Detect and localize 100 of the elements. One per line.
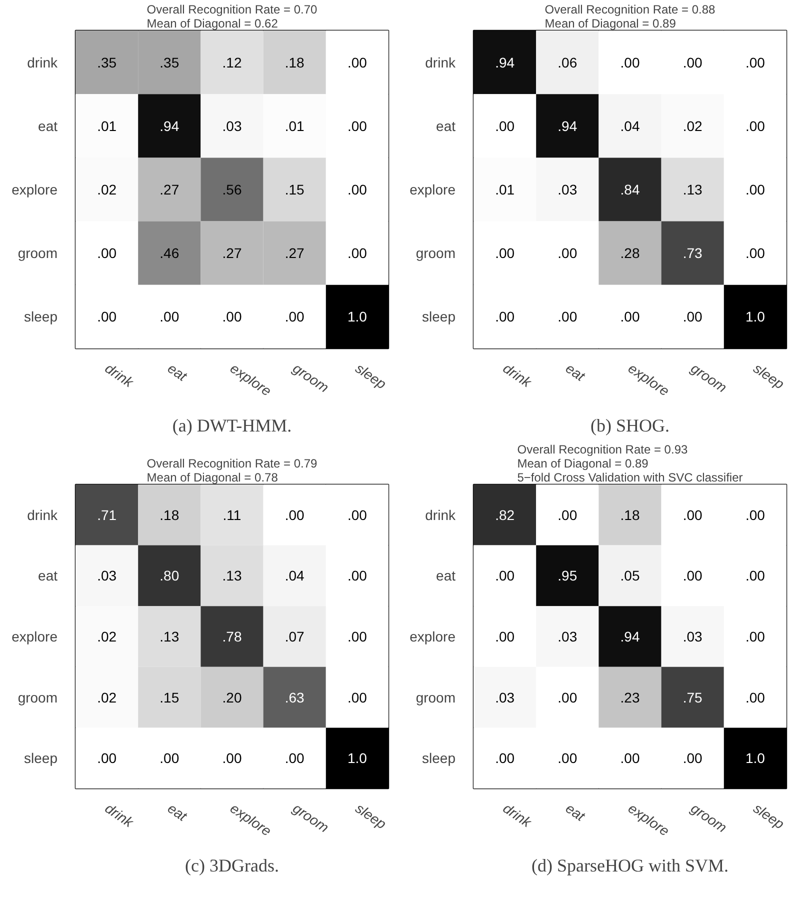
text: (a) DWT-HMM. <box>172 416 292 436</box>
y-tick-label: drink <box>425 54 456 70</box>
data-label: .00 <box>682 506 703 523</box>
data-label: .04 <box>284 568 305 584</box>
data-label: .03 <box>682 628 703 644</box>
y-tick-label: explore <box>410 628 456 644</box>
data-label: .00 <box>347 118 368 134</box>
y-tick-label: drink <box>27 54 58 70</box>
data-label: .23 <box>620 689 640 706</box>
data-label: .18 <box>284 54 305 70</box>
data-label: .00 <box>745 689 766 706</box>
y-tick-label: sleep <box>422 750 456 766</box>
data-label: .00 <box>495 628 515 644</box>
data-label: .00 <box>745 54 766 70</box>
data-label: .00 <box>347 506 368 523</box>
data-label: .00 <box>97 308 117 325</box>
data-label: .00 <box>97 750 117 766</box>
data-label: .63 <box>284 689 305 706</box>
data-label: .06 <box>558 54 578 70</box>
chart-title: Overall Recognition Rate = 0.88 Mean of Diagonal = 0.89 <box>544 2 716 30</box>
x-tick-label: drink <box>500 360 536 391</box>
data-label: .27 <box>222 245 242 262</box>
data-label: .94 <box>558 118 578 134</box>
data-label: .00 <box>160 750 180 766</box>
y-tick-label: groom <box>416 245 456 262</box>
x-tick-label: drink <box>102 360 138 391</box>
y-tick-label: drink <box>425 506 456 523</box>
chart-title: Overall Recognition Rate = 0.79 Mean of Diagonal = 0.78 <box>146 456 318 484</box>
data-label: .00 <box>347 689 368 706</box>
data-label: .03 <box>97 568 117 584</box>
data-label: .01 <box>97 118 117 134</box>
data-label: .00 <box>222 308 242 325</box>
data-label: .20 <box>222 689 242 706</box>
y-tick-label: eat <box>38 568 58 584</box>
data-label: .03 <box>558 628 578 644</box>
data-label: .04 <box>620 118 640 134</box>
data-label: .00 <box>682 308 703 325</box>
x-tick-label: sleep <box>750 800 788 832</box>
data-label: .11 <box>222 506 242 523</box>
data-label: 1.0 <box>347 750 368 766</box>
data-label: .00 <box>745 568 766 584</box>
data-label: .00 <box>745 628 766 644</box>
data-label: .18 <box>160 506 180 523</box>
data-label: .00 <box>347 568 368 584</box>
data-label: .56 <box>222 182 242 198</box>
data-label: 1.0 <box>745 308 766 325</box>
x-tick-label: sleep <box>352 800 390 832</box>
data-label: .00 <box>347 245 368 262</box>
data-label: .02 <box>682 118 703 134</box>
data-label: .00 <box>222 750 242 766</box>
y-tick-label: eat <box>436 568 456 584</box>
data-label: .00 <box>284 750 305 766</box>
data-label: .00 <box>558 506 578 523</box>
data-label: .35 <box>160 54 180 70</box>
data-label: .82 <box>495 506 515 523</box>
data-label: .35 <box>97 54 117 70</box>
y-tick-label: sleep <box>24 750 58 766</box>
x-tick-label: sleep <box>750 360 788 392</box>
y-tick-label: sleep <box>422 308 456 325</box>
data-label: .73 <box>682 245 703 262</box>
data-label: .00 <box>347 628 368 644</box>
data-label: .00 <box>682 568 703 584</box>
data-label: .00 <box>745 182 766 198</box>
data-label: .00 <box>745 245 766 262</box>
y-tick-label: groom <box>416 689 456 706</box>
data-label: .00 <box>284 308 305 325</box>
x-tick-label: sleep <box>352 360 390 392</box>
x-tick-label: drink <box>500 800 536 831</box>
data-label: .18 <box>620 506 640 523</box>
y-tick-label: explore <box>12 628 58 644</box>
y-tick-label: groom <box>18 245 58 262</box>
data-label: .00 <box>284 506 305 523</box>
y-tick-label: groom <box>18 689 58 706</box>
data-label: .94 <box>160 118 180 134</box>
y-tick-label: explore <box>410 182 456 198</box>
data-label: .00 <box>558 245 578 262</box>
data-label: .00 <box>682 750 703 766</box>
x-tick-label: eat <box>164 360 191 385</box>
data-label: .84 <box>620 182 640 198</box>
data-label: .12 <box>222 54 242 70</box>
data-label: 1.0 <box>745 750 766 766</box>
x-tick-label: eat <box>164 800 191 825</box>
data-label: .00 <box>745 118 766 134</box>
data-label: .46 <box>160 245 180 262</box>
data-label: .13 <box>160 628 180 644</box>
data-label: .00 <box>347 182 368 198</box>
data-label: .03 <box>558 182 578 198</box>
data-label: .02 <box>97 689 117 706</box>
data-label: .00 <box>347 54 368 70</box>
data-label: .01 <box>495 182 515 198</box>
data-label: .15 <box>160 689 180 706</box>
data-label: .13 <box>682 182 703 198</box>
data-label: .00 <box>495 245 515 262</box>
data-label: .01 <box>284 118 305 134</box>
text: (d) SparseHOG with SVM. <box>532 856 729 876</box>
data-label: .03 <box>222 118 242 134</box>
x-tick-label: eat <box>562 360 589 385</box>
data-label: .00 <box>620 750 640 766</box>
data-label: .00 <box>495 308 515 325</box>
data-label: .00 <box>495 568 515 584</box>
